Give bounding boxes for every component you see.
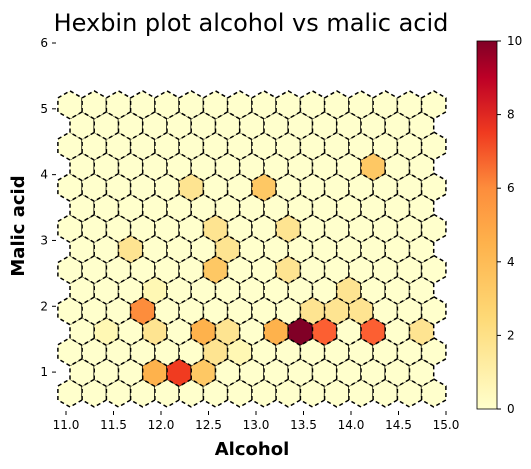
- y-tick-label: 5: [40, 102, 48, 116]
- x-tick-label: 11.0: [53, 418, 80, 432]
- colorbar: 0 2 4 6 8 10: [476, 34, 522, 416]
- colorbar-tick-label: 6: [507, 181, 515, 195]
- x-tick-label: 13.0: [243, 418, 270, 432]
- colorbar-tick-label: 2: [507, 328, 515, 342]
- y-tick-label: 3: [40, 233, 48, 247]
- hex-bin: [214, 234, 241, 264]
- colorbar-tick-label: 4: [507, 255, 515, 269]
- hex-bin: [311, 234, 338, 264]
- y-tick-label: 2: [40, 299, 48, 313]
- y-tick-label: 6: [40, 36, 48, 50]
- x-tick-label: 15.0: [433, 418, 460, 432]
- x-tick-label: 12.5: [195, 418, 222, 432]
- hex-bin: [263, 234, 289, 264]
- colorbar-tick-label: 0: [507, 402, 515, 416]
- hex-bin: [408, 192, 435, 223]
- y-axis: 1 2 3 4 5 6: [40, 36, 56, 379]
- hex-bin: [408, 357, 435, 388]
- x-tick-label: 14.5: [385, 418, 412, 432]
- x-tick-label: 14.0: [338, 418, 365, 432]
- hex-bin: [117, 234, 144, 264]
- hex-bin: [360, 234, 386, 264]
- x-axis: 11.0 11.5 12.0 12.5 13.0 13.5 14.0 14.5 15.0: [53, 411, 460, 432]
- y-tick-label: 4: [40, 168, 48, 182]
- chart-title: Hexbin plot alcohol vs malic acid: [54, 9, 449, 37]
- hex-bin: [420, 90, 447, 120]
- x-tick-label: 11.5: [100, 418, 127, 432]
- x-tick-label: 13.5: [290, 418, 317, 432]
- colorbar-scale: [476, 40, 498, 410]
- colorbar-tick-label: 8: [507, 108, 515, 122]
- hex-bin: [166, 234, 192, 264]
- plot-area: [57, 90, 447, 408]
- hex-bin: [408, 275, 435, 305]
- hex-bin: [408, 316, 435, 347]
- x-axis-label: Alcohol: [215, 439, 290, 460]
- hex-bin: [69, 234, 95, 264]
- x-tick-label: 12.0: [148, 418, 175, 432]
- colorbar-tick-label: 10: [507, 34, 522, 48]
- hex-bin: [408, 110, 435, 141]
- y-axis-label: Malic acid: [8, 175, 29, 276]
- y-tick-label: 1: [40, 365, 48, 379]
- hex-bin: [408, 234, 435, 264]
- hex-bin: [408, 151, 435, 182]
